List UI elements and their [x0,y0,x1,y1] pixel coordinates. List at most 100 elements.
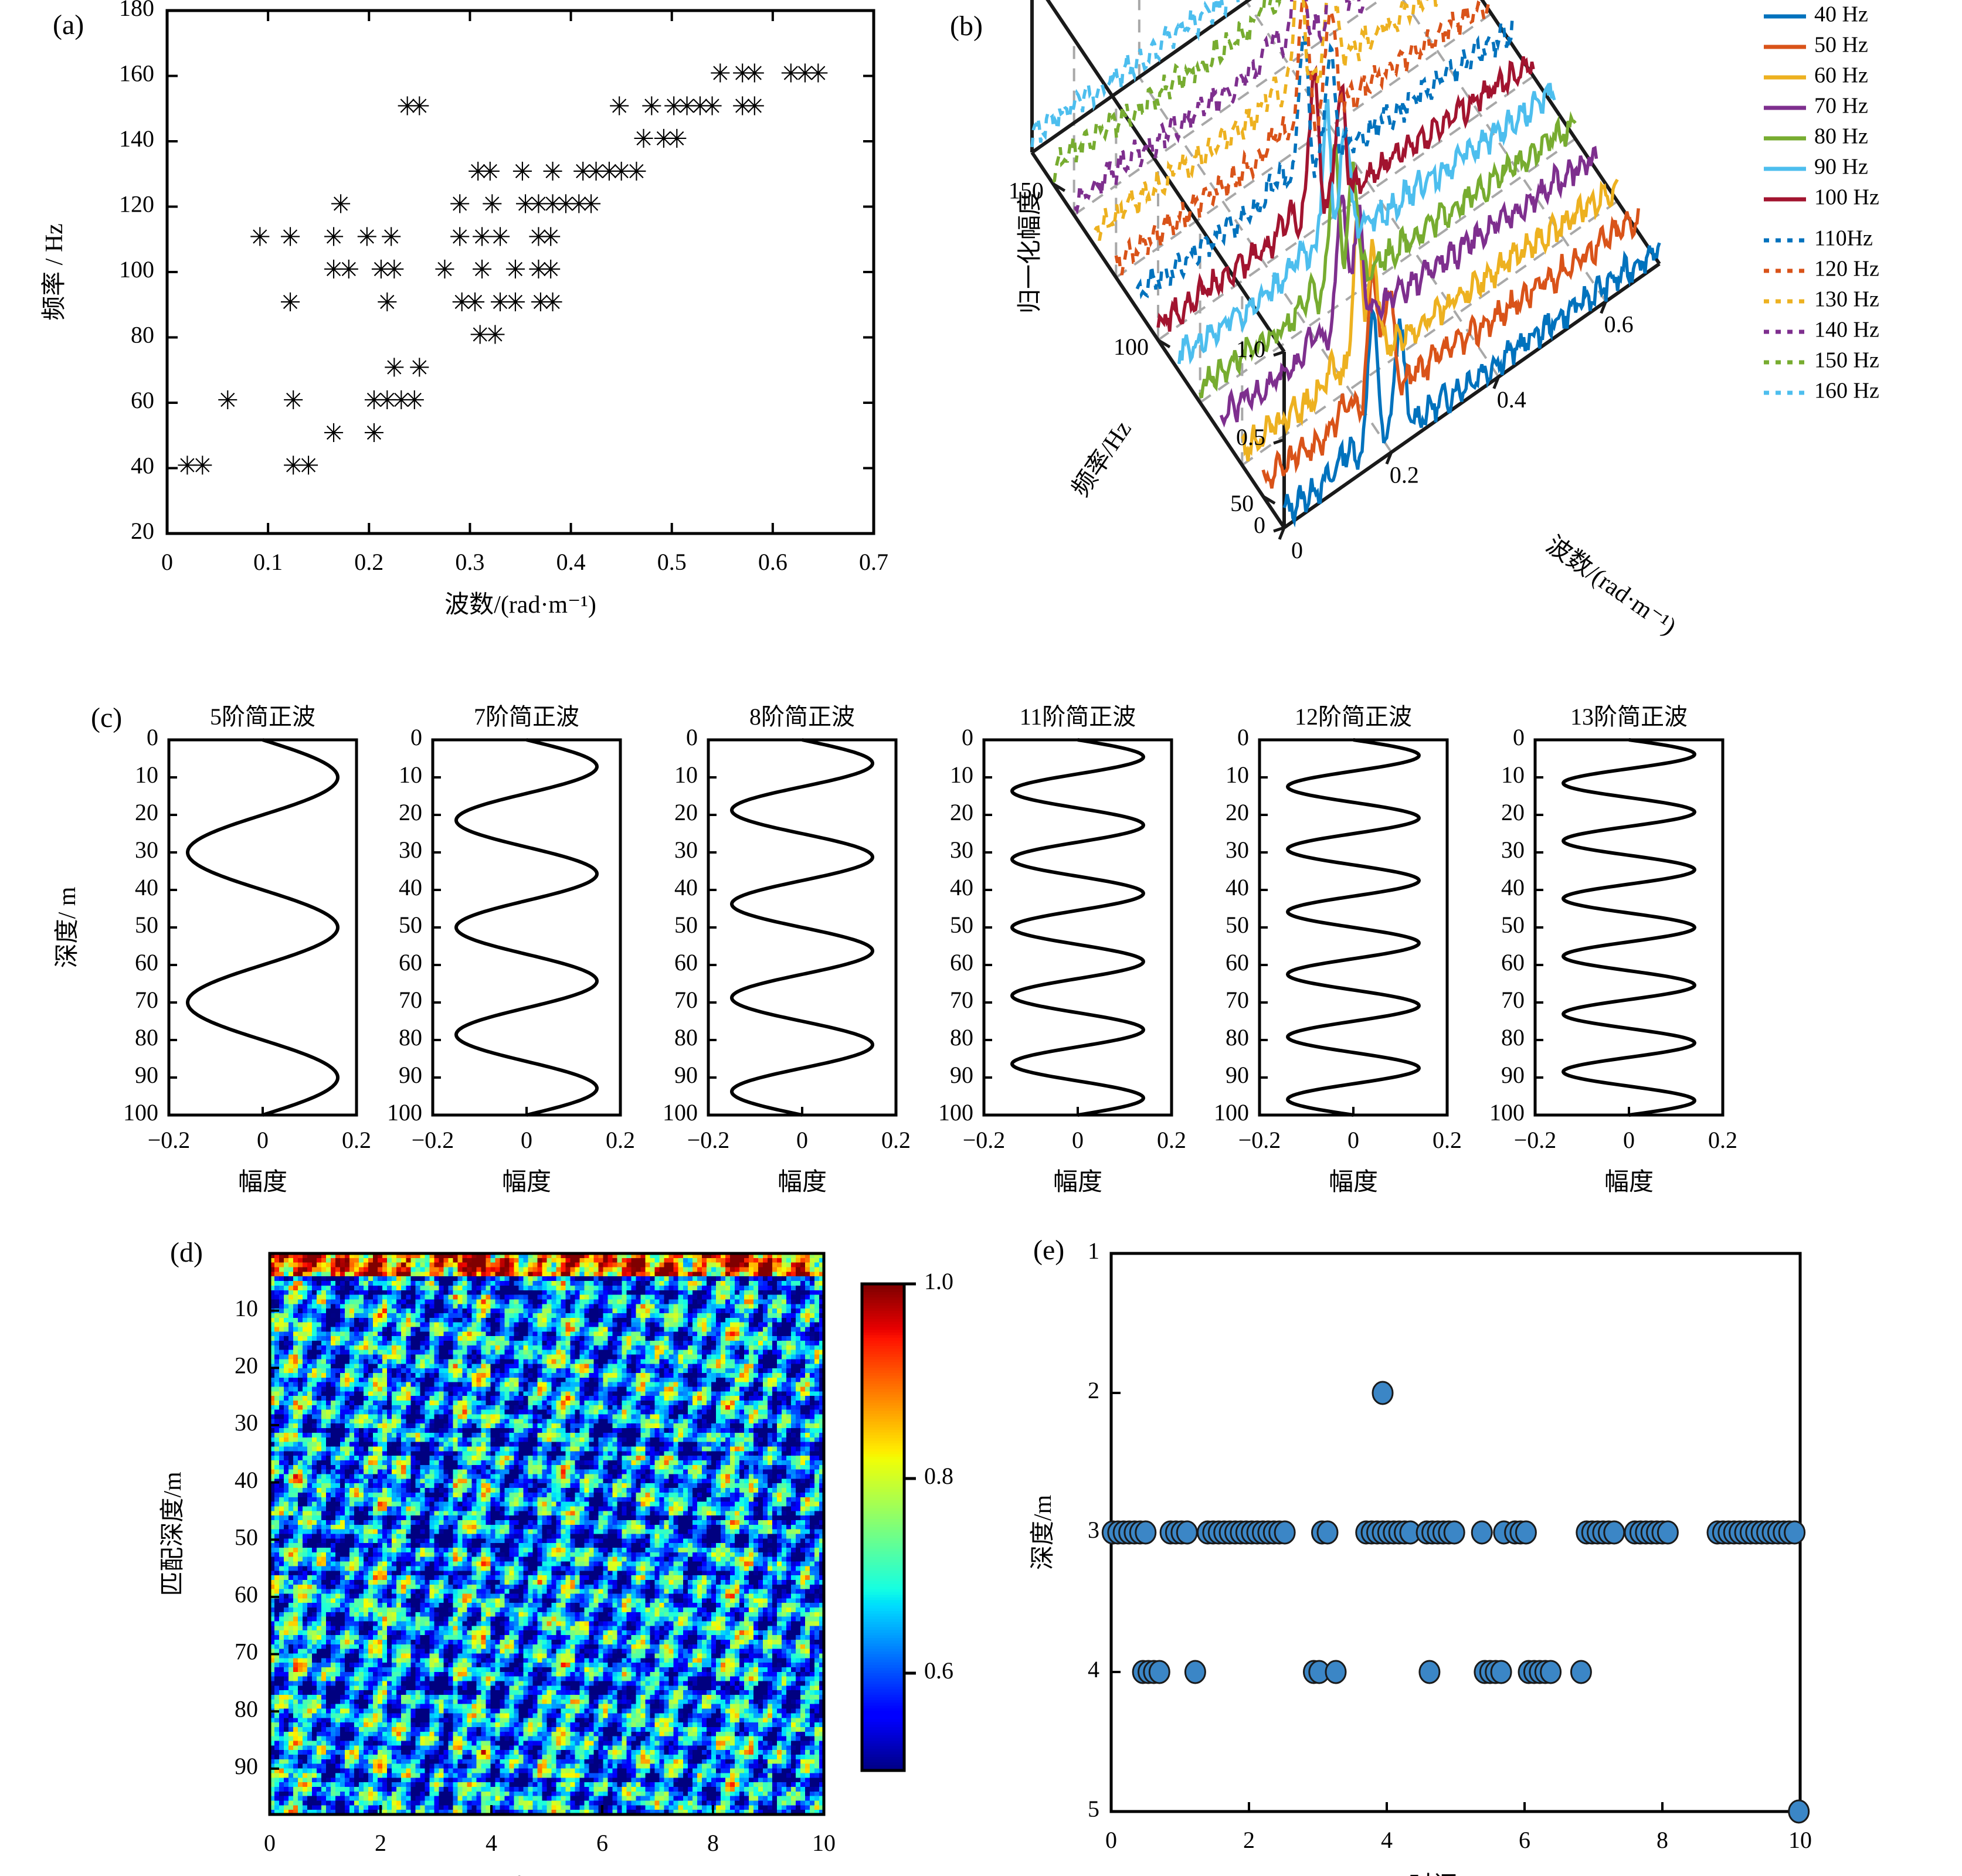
heatmap-cell [274,1272,280,1276]
heatmap-cell [279,1391,284,1396]
heatmap-cell [669,1359,674,1364]
panel-b-zlabel: 归一化幅度 [1017,191,1044,314]
heatmap-cell [509,1410,514,1415]
heatmap-cell [547,1415,552,1419]
heatmap-cell [321,1295,327,1300]
heatmap-cell [707,1423,712,1428]
heatmap-cell [471,1290,477,1295]
heatmap-cell [664,1433,670,1437]
heatmap-cell [476,1345,481,1350]
heatmap-cell [312,1373,317,1378]
heatmap-cell [735,1272,740,1276]
heatmap-cell [664,1386,670,1391]
heatmap-cell [349,1386,355,1391]
heatmap-cell [589,1290,595,1295]
heatmap-cell [749,1428,754,1433]
heatmap-cell [312,1355,317,1360]
heatmap-cell [772,1258,778,1263]
heatmap-cell [608,1318,613,1323]
heatmap-cell [744,1295,749,1300]
heatmap-cell [796,1428,801,1433]
heatmap-cell [721,1415,726,1419]
heatmap-cell [632,1355,637,1360]
heatmap-cell [415,1290,420,1295]
heatmap-cell [415,1272,420,1276]
heatmap-cell [772,1323,778,1327]
heatmap-cell [359,1313,364,1318]
heatmap-cell [739,1378,745,1382]
heatmap-cell [439,1401,444,1405]
heatmap-cell [646,1423,651,1428]
heatmap-cell [556,1341,562,1345]
heatmap-cell [674,1428,679,1433]
heatmap-cell [359,1272,364,1276]
heatmap-cell [345,1415,350,1419]
heatmap-cell [429,1286,435,1290]
heatmap-cell [556,1290,562,1295]
heatmap-cell [429,1267,435,1272]
heatmap-cell [462,1309,467,1313]
heatmap-cell [782,1359,787,1364]
heatmap-cell [284,1313,289,1318]
heatmap-cell [763,1295,768,1300]
heatmap-cell [387,1405,392,1410]
heatmap-cell [655,1350,660,1355]
heatmap-cell [800,1355,806,1360]
heatmap-cell [810,1323,815,1327]
heatmap-cell [693,1368,698,1373]
heatmap-cell [655,1419,660,1423]
heatmap-cell [429,1290,435,1295]
heatmap-cell [678,1295,684,1300]
heatmap-cell [674,1355,679,1360]
heatmap-cell [641,1350,646,1355]
heatmap-cell [500,1276,505,1281]
heatmap-cell [429,1272,435,1276]
legend-label: 50 Hz [1814,33,1868,57]
heatmap-cell [603,1386,609,1391]
heatmap-cell [603,1391,609,1396]
panel-c-ytick: 20 [135,799,158,825]
heatmap-cell [711,1331,717,1336]
heatmap-cell [664,1258,670,1263]
heatmap-cell [697,1359,702,1364]
heatmap-cell [721,1323,726,1327]
heatmap-cell [721,1281,726,1286]
heatmap-cell [641,1391,646,1396]
heatmap-cell [796,1364,801,1368]
heatmap-cell [368,1359,374,1364]
heatmap-cell [364,1401,369,1405]
heatmap-cell [786,1323,792,1327]
heatmap-cell [763,1410,768,1415]
heatmap-cell [448,1391,453,1396]
heatmap-cell [716,1401,721,1405]
heatmap-cell [721,1368,726,1373]
heatmap-cell [462,1276,467,1281]
panel-c-xlabel: 幅度 [1604,1169,1654,1196]
heatmap-cell [571,1415,576,1419]
heatmap-cell [697,1336,702,1341]
heatmap-cell [749,1350,754,1355]
panel-c-ytick: 10 [950,762,973,788]
heatmap-cell [443,1345,449,1350]
heatmap-cell [707,1373,712,1378]
heatmap-cell [335,1401,341,1405]
panel-c-xtick: 0 [521,1127,532,1153]
heatmap-cell [457,1331,463,1336]
heatmap-cell [782,1345,787,1350]
heatmap-cell [646,1304,651,1309]
heatmap-cell [622,1258,627,1263]
heatmap-cell [702,1415,707,1419]
heatmap-cell [683,1313,688,1318]
heatmap-cell [378,1345,383,1350]
heatmap-cell [486,1405,491,1410]
heatmap-cell [542,1318,547,1323]
heatmap-cell [293,1341,298,1345]
heatmap-cell [354,1313,359,1318]
heatmap-cell [331,1364,336,1368]
heatmap-cell [725,1290,731,1295]
heatmap-cell [368,1373,374,1378]
heatmap-cell [749,1272,754,1276]
heatmap-cell [707,1359,712,1364]
heatmap-cell [707,1364,712,1368]
heatmap-cell [810,1396,815,1401]
